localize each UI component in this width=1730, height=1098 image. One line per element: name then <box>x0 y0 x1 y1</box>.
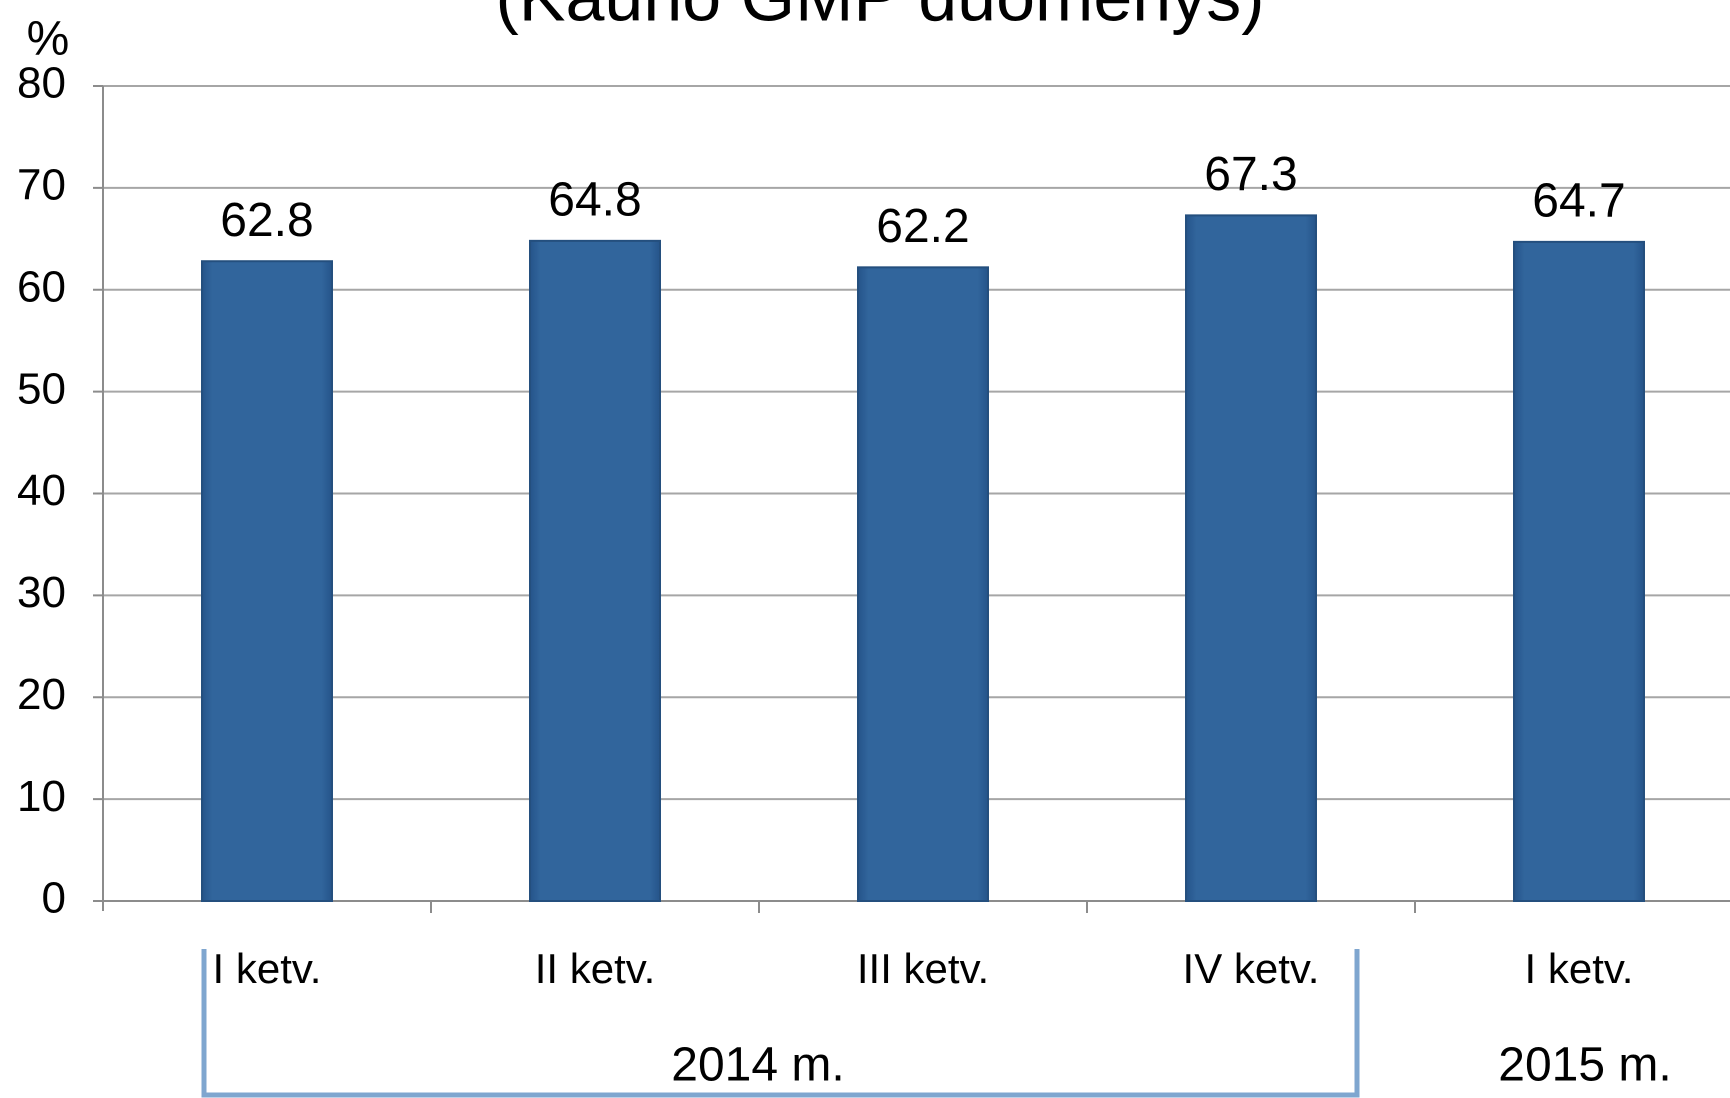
chart-title: (Kauno GMP duomenys) <box>495 0 1264 35</box>
x-tick-label: IV ketv. <box>1183 945 1320 992</box>
data-label: 62.8 <box>220 194 313 247</box>
group-label: 2015 m. <box>1498 1039 1671 1092</box>
y-tick-label: 60 <box>17 262 66 311</box>
x-tick-label: I ketv. <box>1525 945 1634 992</box>
y-tick-label: 40 <box>17 466 66 515</box>
y-axis-label: % <box>27 13 70 66</box>
y-tick-label: 70 <box>17 161 66 210</box>
group-label: 2014 m. <box>671 1039 844 1092</box>
bar <box>529 239 661 903</box>
y-tick-label: 0 <box>42 874 66 923</box>
x-tick-label: III ketv. <box>857 945 989 992</box>
bar <box>1185 214 1317 903</box>
data-label: 64.7 <box>1532 175 1625 228</box>
data-label: 64.8 <box>548 174 641 227</box>
bar <box>201 260 333 903</box>
y-tick-label: 80 <box>17 59 66 108</box>
x-tick-label: I ketv. <box>213 945 322 992</box>
x-tick-label: II ketv. <box>535 945 656 992</box>
group-bracket <box>201 949 1360 1098</box>
bar <box>1513 240 1645 902</box>
data-label: 62.2 <box>876 200 969 253</box>
y-tick-label: 10 <box>17 772 66 821</box>
y-tick-label: 20 <box>17 670 66 719</box>
y-tick-label: 50 <box>17 364 66 413</box>
data-label: 67.3 <box>1204 148 1297 201</box>
y-tick-label: 30 <box>17 568 66 617</box>
bar <box>857 266 989 902</box>
